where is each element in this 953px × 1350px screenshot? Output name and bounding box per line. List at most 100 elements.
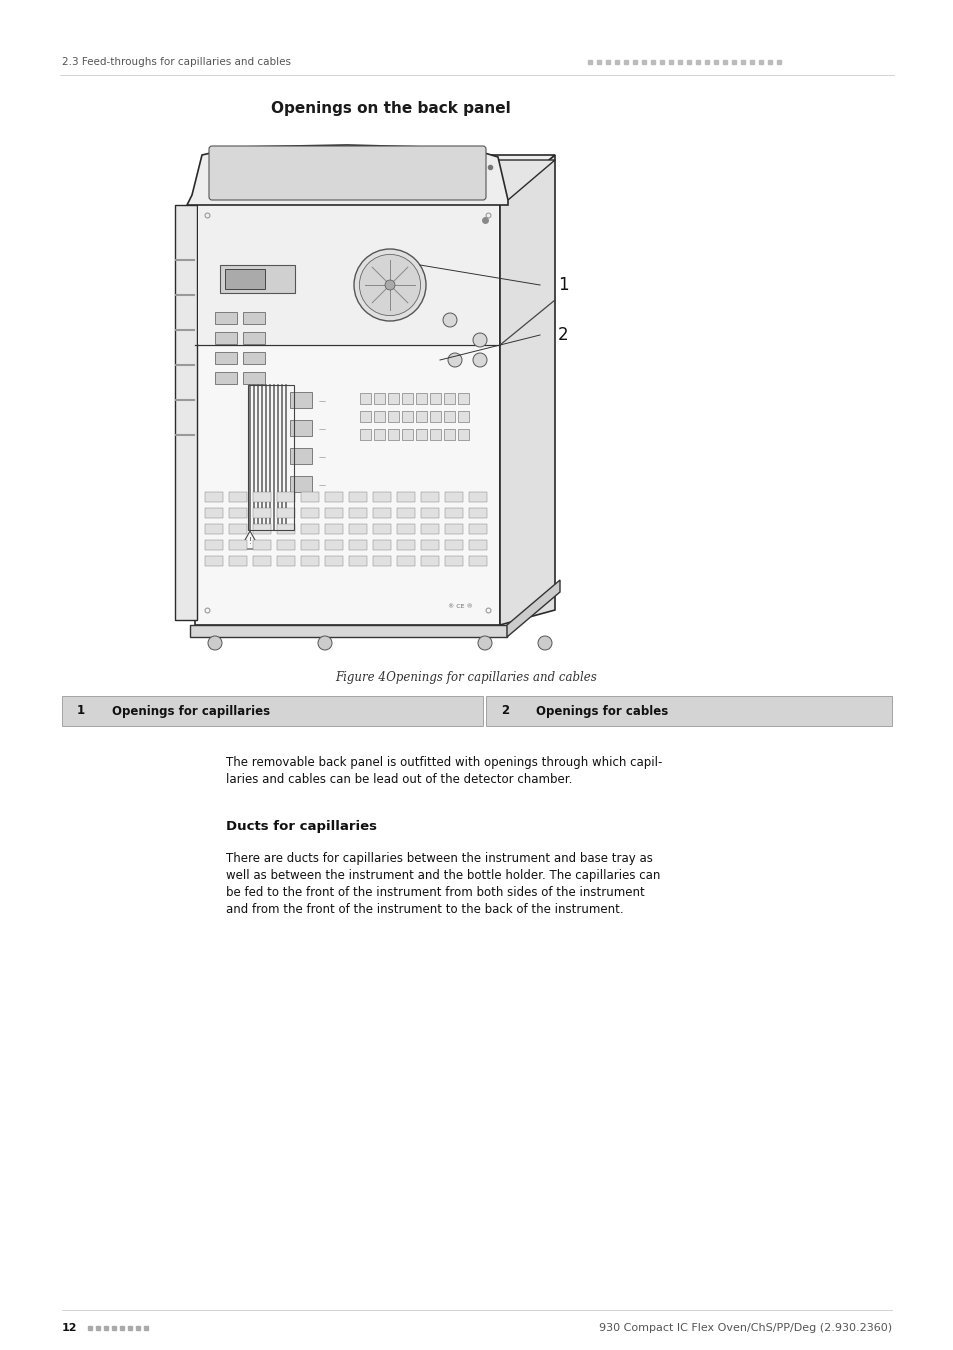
Polygon shape [194, 155, 555, 200]
Bar [416, 393, 427, 404]
Bar [420, 556, 438, 566]
Bar [205, 508, 223, 518]
Bar [243, 332, 265, 344]
Bar [325, 508, 343, 518]
Bar [444, 540, 462, 549]
Circle shape [359, 254, 420, 316]
Bar [373, 508, 391, 518]
Bar [276, 491, 294, 502]
Bar [416, 429, 427, 440]
Bar [420, 491, 438, 502]
Bar [205, 556, 223, 566]
Bar [174, 205, 196, 620]
Text: 930 Compact IC Flex Oven/ChS/PP/Deg (2.930.2360): 930 Compact IC Flex Oven/ChS/PP/Deg (2.9… [598, 1323, 891, 1332]
Bar [325, 524, 343, 535]
Bar [276, 540, 294, 549]
Bar [325, 540, 343, 549]
Bar [253, 556, 271, 566]
Text: ® CE ®: ® CE ® [447, 605, 472, 609]
Bar [469, 508, 486, 518]
Bar [420, 524, 438, 535]
Bar [396, 540, 415, 549]
Text: —: — [318, 398, 326, 404]
Bar [430, 429, 440, 440]
Bar [349, 508, 367, 518]
Text: The removable back panel is outfitted with openings through which capil-: The removable back panel is outfitted wi… [226, 756, 661, 770]
Text: —: — [318, 427, 326, 432]
Bar [420, 540, 438, 549]
Bar [229, 491, 247, 502]
Bar [301, 524, 318, 535]
Bar [443, 393, 455, 404]
Bar [290, 420, 312, 436]
Bar [444, 491, 462, 502]
Bar [325, 556, 343, 566]
Circle shape [473, 333, 486, 347]
Bar [401, 429, 413, 440]
Bar [444, 556, 462, 566]
Bar [349, 540, 367, 549]
Bar [388, 393, 398, 404]
Bar [214, 312, 236, 324]
Bar [243, 373, 265, 383]
Bar [243, 312, 265, 324]
Bar [359, 410, 371, 423]
Bar [220, 265, 294, 293]
Circle shape [208, 636, 222, 649]
Circle shape [537, 636, 552, 649]
Bar [349, 556, 367, 566]
Bar [248, 385, 294, 531]
Text: 2.3 Feed-throughs for capillaries and cables: 2.3 Feed-throughs for capillaries and ca… [62, 57, 291, 68]
Text: be fed to the front of the instrument from both sides of the instrument: be fed to the front of the instrument fr… [226, 886, 644, 899]
Circle shape [354, 248, 426, 321]
Bar [457, 429, 469, 440]
Circle shape [385, 279, 395, 290]
Bar [374, 429, 385, 440]
Bar [430, 410, 440, 423]
Text: Openings on the back panel: Openings on the back panel [271, 100, 511, 116]
Bar [359, 393, 371, 404]
Bar [485, 697, 891, 726]
Bar [290, 477, 312, 491]
Bar [229, 508, 247, 518]
Bar [349, 524, 367, 535]
Bar [205, 524, 223, 535]
Text: Openings for capillaries and cables: Openings for capillaries and cables [375, 671, 597, 683]
Bar [62, 697, 482, 726]
Bar [243, 352, 265, 365]
Bar [430, 393, 440, 404]
Bar [457, 393, 469, 404]
Bar [443, 410, 455, 423]
Text: There are ducts for capillaries between the instrument and base tray as: There are ducts for capillaries between … [226, 852, 652, 865]
Bar [374, 393, 385, 404]
Bar [214, 332, 236, 344]
Polygon shape [187, 144, 507, 205]
Text: 1: 1 [77, 705, 85, 717]
FancyBboxPatch shape [209, 146, 485, 200]
Bar [388, 410, 398, 423]
Bar [253, 508, 271, 518]
Bar [229, 524, 247, 535]
Text: Figure 4: Figure 4 [335, 671, 385, 683]
Bar [225, 269, 265, 289]
Circle shape [477, 636, 492, 649]
Bar [373, 491, 391, 502]
Bar [396, 508, 415, 518]
Text: 12: 12 [62, 1323, 77, 1332]
Text: well as between the instrument and the bottle holder. The capillaries can: well as between the instrument and the b… [226, 869, 659, 882]
Bar [444, 524, 462, 535]
Bar [253, 540, 271, 549]
Polygon shape [506, 580, 559, 637]
Bar [276, 524, 294, 535]
Bar [205, 491, 223, 502]
Bar [229, 540, 247, 549]
Bar [401, 410, 413, 423]
Bar [325, 491, 343, 502]
Bar [374, 410, 385, 423]
Text: Openings for cables: Openings for cables [536, 705, 667, 717]
Bar [276, 556, 294, 566]
Bar [229, 556, 247, 566]
Text: laries and cables can be lead out of the detector chamber.: laries and cables can be lead out of the… [226, 774, 572, 786]
Bar [198, 201, 497, 344]
Bar [359, 429, 371, 440]
